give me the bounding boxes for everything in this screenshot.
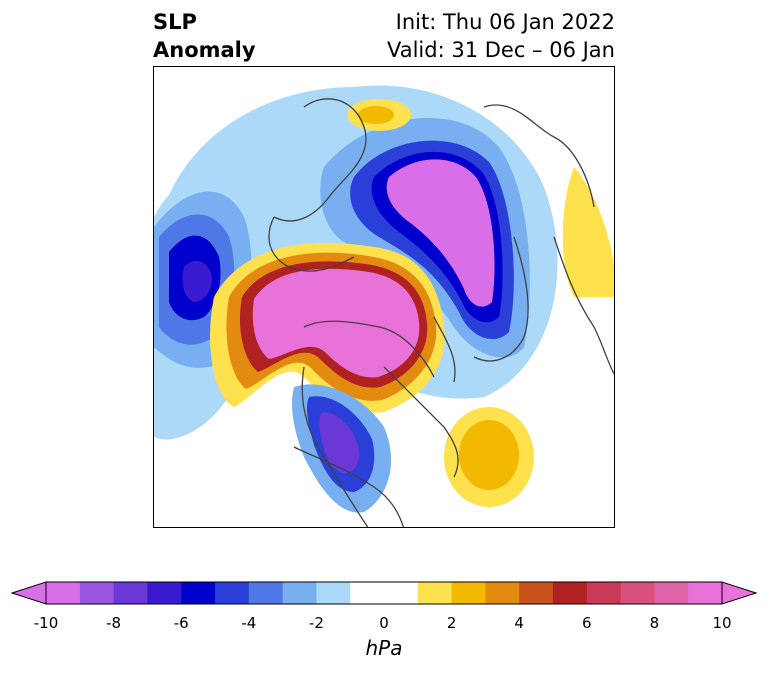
colorbar-segment — [248, 582, 284, 604]
coastlines — [268, 98, 614, 527]
anomaly-map — [154, 85, 614, 527]
colorbar-segment — [688, 582, 723, 604]
init-date: Init: Thu 06 Jan 2022 — [395, 10, 615, 34]
colorbar-tick-label: -10 — [33, 614, 59, 632]
colorbar-segment — [485, 582, 520, 604]
colorbar-tick-label: 2 — [446, 614, 457, 632]
colorbar-tick-label: 0 — [379, 614, 389, 632]
anomaly-region-yellow-asia — [562, 167, 614, 297]
colorbar-segment — [215, 582, 250, 604]
colorbar-segment — [586, 582, 622, 604]
colorbar-label: hPa — [365, 636, 403, 660]
anomaly-region-blue-4 — [182, 260, 212, 302]
colorbar-tick-label: 8 — [649, 614, 660, 632]
colorbar-segment — [417, 582, 453, 604]
colorbar-tick-label: -6 — [173, 614, 189, 632]
colorbar-segment — [451, 582, 486, 604]
colorbar-segment — [113, 582, 148, 604]
anomaly-region-violet-america — [319, 412, 360, 474]
colorbar-segment — [181, 582, 216, 604]
colorbar — [10, 581, 758, 605]
map-panel — [153, 66, 615, 528]
anomaly-region-violet — [386, 159, 495, 307]
title-left: SLP Anomaly — [153, 8, 256, 64]
colorbar-extend-left — [10, 581, 47, 605]
colorbar-segment — [519, 582, 554, 604]
colorbar-extend-right — [721, 581, 758, 605]
colorbar-segment — [282, 582, 317, 604]
title-variable-sub: Anomaly — [153, 38, 256, 62]
colorbar-segment — [316, 582, 351, 604]
colorbar-outline — [45, 581, 723, 605]
valid-range: Valid: 31 Dec – 06 Jan — [386, 38, 615, 62]
colorbar-tick-label: -4 — [241, 614, 257, 632]
colorbar-segment — [654, 582, 689, 604]
colorbar-segment — [620, 582, 655, 604]
title-right: Init: Thu 06 Jan 2022 Valid: 31 Dec – 06… — [387, 8, 615, 64]
anomaly-region-orange-europe — [358, 106, 394, 124]
colorbar-tick-label: 6 — [582, 614, 592, 632]
title-variable: SLP — [153, 10, 197, 34]
colorbar-tick-label: 4 — [514, 614, 524, 632]
anomaly-region-pink-arctic — [252, 268, 420, 378]
colorbar-tick-label: 10 — [712, 614, 732, 632]
colorbar-tick-label: -8 — [106, 614, 122, 632]
anomaly-region-orange-atlantic — [459, 420, 519, 490]
colorbar-segment — [147, 582, 182, 604]
colorbar-segment — [384, 582, 419, 604]
colorbar-segment — [46, 582, 81, 604]
colorbar-segment — [79, 582, 115, 604]
colorbar-segment — [553, 582, 588, 604]
colorbar-tick-label: -2 — [308, 614, 324, 632]
colorbar-segment — [350, 582, 385, 604]
